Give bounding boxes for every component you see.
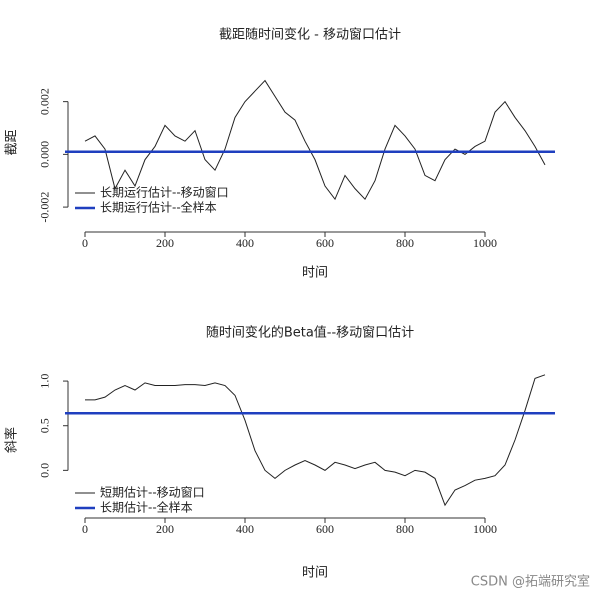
x-tick-label: 400 xyxy=(236,522,254,536)
x-tick-label: 0 xyxy=(82,522,88,536)
x-tick-label: 400 xyxy=(236,236,254,250)
chart-title: 截距随时间变化 - 移动窗口估计 xyxy=(219,27,401,43)
y-tick-label: 0.0 xyxy=(38,463,52,478)
legend-label: 长期运行估计--全样本 xyxy=(100,200,217,215)
x-tick-label: 1000 xyxy=(473,522,497,536)
x-tick-label: 200 xyxy=(156,522,174,536)
x-tick-label: 1000 xyxy=(473,236,497,250)
legend-label: 长期运行估计--移动窗口 xyxy=(100,186,229,200)
data-line xyxy=(84,79,546,201)
chart-title: 随时间变化的Beta值--移动窗口估计 xyxy=(206,325,414,341)
x-axis-label: 时间 xyxy=(302,266,328,281)
legend-label: 短期估计--移动窗口 xyxy=(100,486,205,500)
y-tick-label: 1.0 xyxy=(38,374,52,389)
y-axis-label: 截距 xyxy=(5,129,20,155)
y-tick-label: 0.5 xyxy=(38,418,52,433)
x-tick-label: 800 xyxy=(396,522,414,536)
x-axis-label: 时间 xyxy=(302,566,328,581)
watermark: CSDN @拓端研究室 xyxy=(471,574,590,590)
data-line xyxy=(85,374,546,507)
x-tick-label: 0 xyxy=(82,236,88,250)
x-tick-label: 800 xyxy=(396,236,414,250)
x-tick-label: 600 xyxy=(316,522,334,536)
y-axis-label: 斜率 xyxy=(4,427,20,453)
y-tick-label: 0.000 xyxy=(38,141,52,168)
x-tick-label: 200 xyxy=(156,236,174,250)
legend-label: 长期估计--全样本 xyxy=(100,500,193,515)
y-tick-label: 0.002 xyxy=(38,88,52,115)
x-tick-label: 600 xyxy=(316,236,334,250)
y-tick-label: -0.002 xyxy=(38,192,52,223)
